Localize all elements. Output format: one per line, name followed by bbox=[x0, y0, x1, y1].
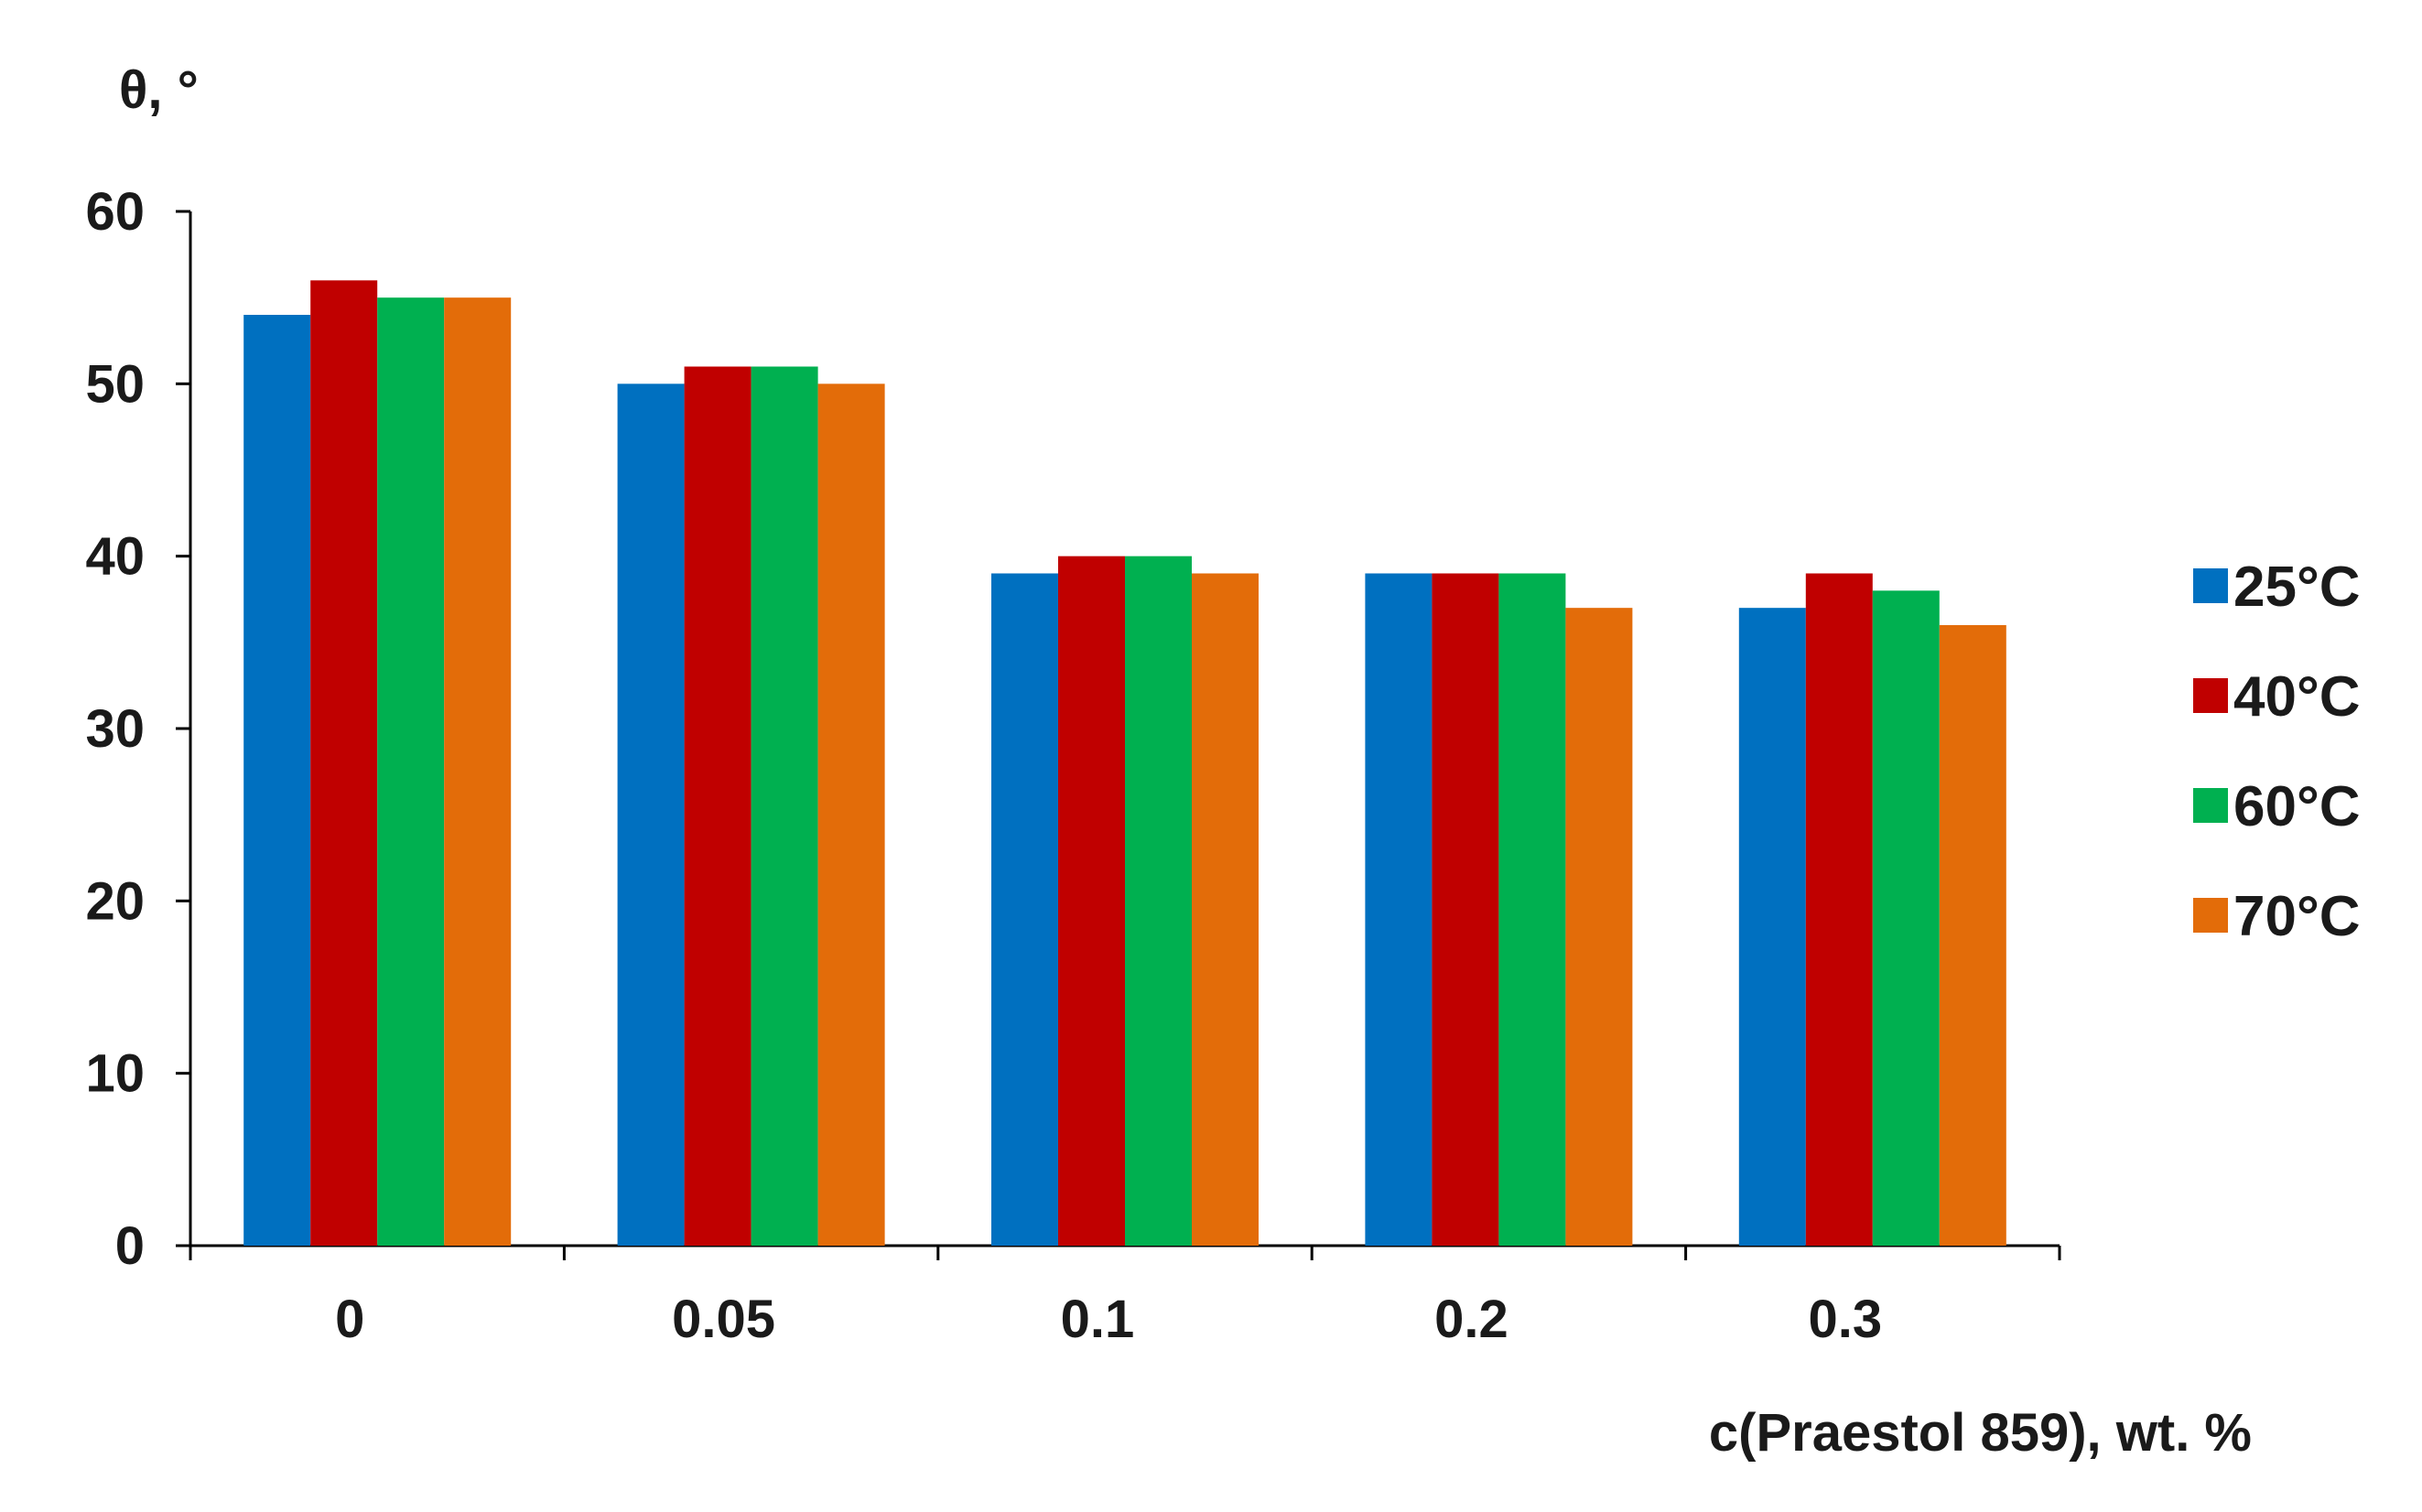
x-tick-label: 0.3 bbox=[1808, 1290, 1882, 1349]
legend-entry: 70°C bbox=[2233, 885, 2361, 948]
bar bbox=[1738, 608, 1806, 1246]
y-tick-label: 40 bbox=[85, 527, 145, 587]
bar bbox=[991, 573, 1058, 1246]
bar bbox=[377, 297, 445, 1247]
x-tick-label: 0 bbox=[335, 1290, 364, 1349]
x-tick-label: 0.1 bbox=[1061, 1290, 1135, 1349]
legend-swatch bbox=[2193, 678, 2228, 713]
y-tick-label: 30 bbox=[85, 699, 145, 759]
bar bbox=[1498, 573, 1566, 1246]
y-tick-label: 60 bbox=[85, 182, 145, 242]
y-tick-label: 10 bbox=[85, 1044, 145, 1104]
bar bbox=[617, 383, 685, 1246]
y-axis-title: θ, ° bbox=[119, 60, 199, 120]
legend-entry: 40°C bbox=[2233, 665, 2361, 729]
legend-swatch bbox=[2193, 788, 2228, 823]
bar bbox=[751, 366, 818, 1246]
x-tick-label: 0.05 bbox=[672, 1290, 775, 1349]
y-tick-label: 20 bbox=[85, 871, 145, 931]
plot-area: 0 10 20 30 40 50 60 0 0.05 0.1 0.2 0.3 bbox=[85, 182, 2061, 1349]
bar bbox=[1565, 608, 1633, 1246]
bar bbox=[1805, 573, 1873, 1246]
legend-entry: 60°C bbox=[2233, 775, 2361, 838]
legend-swatch bbox=[2193, 898, 2228, 933]
bar bbox=[310, 280, 378, 1246]
bar bbox=[1365, 573, 1433, 1246]
legend-swatch bbox=[2193, 568, 2228, 603]
bar bbox=[1058, 556, 1125, 1246]
bar bbox=[1939, 625, 2006, 1246]
y-tick-label: 0 bbox=[115, 1216, 145, 1276]
legend-entry: 25°C bbox=[2233, 556, 2361, 619]
x-axis-title: c(Praestol 859), wt. % bbox=[1709, 1403, 2252, 1463]
bar bbox=[684, 366, 751, 1246]
bar bbox=[243, 315, 311, 1246]
bar bbox=[1192, 573, 1259, 1246]
bar bbox=[444, 297, 512, 1247]
bar bbox=[1125, 556, 1192, 1246]
bar bbox=[1872, 590, 1940, 1246]
x-tick-label: 0.2 bbox=[1434, 1290, 1508, 1349]
bar bbox=[1432, 573, 1499, 1246]
bar bbox=[817, 383, 885, 1246]
legend: 25°C 40°C 60°C 70°C bbox=[2193, 556, 2361, 948]
y-tick-label: 50 bbox=[85, 354, 145, 414]
